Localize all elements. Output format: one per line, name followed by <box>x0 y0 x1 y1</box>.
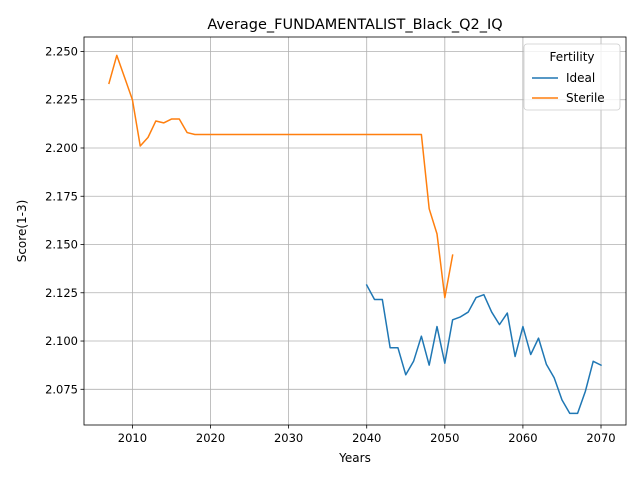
plot-series <box>108 54 603 415</box>
series-line-sterile <box>108 54 454 299</box>
y-axis-label: Score(1-3) <box>15 200 29 263</box>
chart-title: Average_FUNDAMENTALIST_Black_Q2_IQ <box>207 17 502 33</box>
series-line-ideal <box>365 284 603 415</box>
y-tick-label: 2.200 <box>45 141 78 155</box>
x-tick-label: 2050 <box>430 431 459 445</box>
y-tick-label: 2.125 <box>45 286 78 300</box>
y-tick-label: 2.150 <box>45 238 78 252</box>
y-tick-label: 2.075 <box>45 382 78 396</box>
x-tick-label: 2060 <box>508 431 537 445</box>
legend-box <box>523 43 621 111</box>
legend-label-sterile: Sterile <box>566 91 605 105</box>
legend: Fertility Ideal Sterile <box>523 43 621 111</box>
y-tick-label: 2.175 <box>45 189 78 203</box>
y-tick-label: 2.225 <box>45 93 78 107</box>
x-tick-label: 2040 <box>352 431 381 445</box>
x-tick-label: 2030 <box>274 431 303 445</box>
legend-label-ideal: Ideal <box>566 71 595 85</box>
x-tick-label: 2070 <box>586 431 615 445</box>
axis-ticks: 2010 2020 2030 2040 2050 2060 2070 2.075 2.100 2.… <box>45 44 616 445</box>
grid-lines <box>84 37 626 425</box>
x-tick-label: 2010 <box>118 431 147 445</box>
x-tick-label: 2020 <box>196 431 225 445</box>
plot-area-frame <box>83 36 627 426</box>
legend-items: Ideal Sterile <box>532 71 605 105</box>
x-axis-label: Years <box>338 451 371 465</box>
y-tick-label: 2.250 <box>45 44 78 58</box>
legend-title: Fertility <box>549 50 594 64</box>
y-tick-label: 2.100 <box>45 334 78 348</box>
